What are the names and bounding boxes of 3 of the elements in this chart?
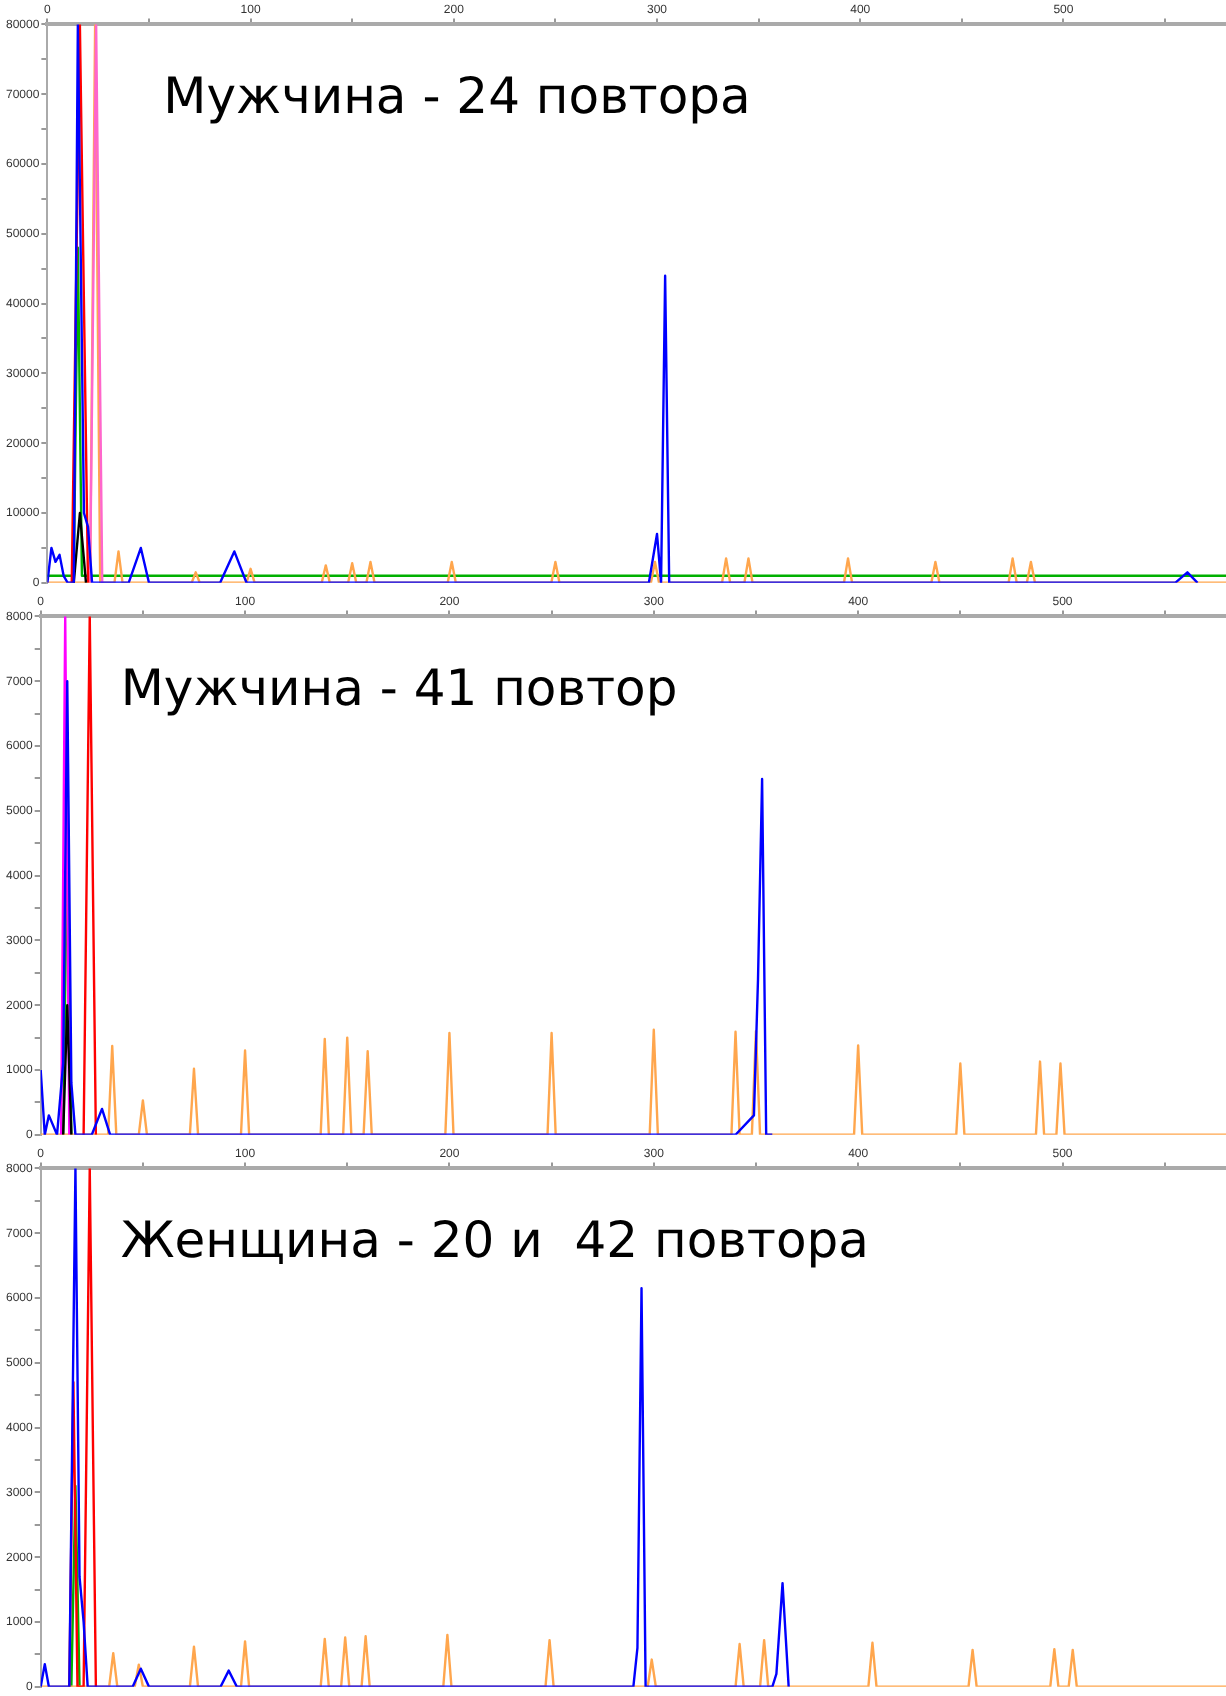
text: Мужчина - 24 повтора xyxy=(163,67,751,126)
text: Женщина - 20 и 42 повтора xyxy=(120,1211,869,1270)
text: Мужчина - 41 повтор xyxy=(120,659,678,718)
